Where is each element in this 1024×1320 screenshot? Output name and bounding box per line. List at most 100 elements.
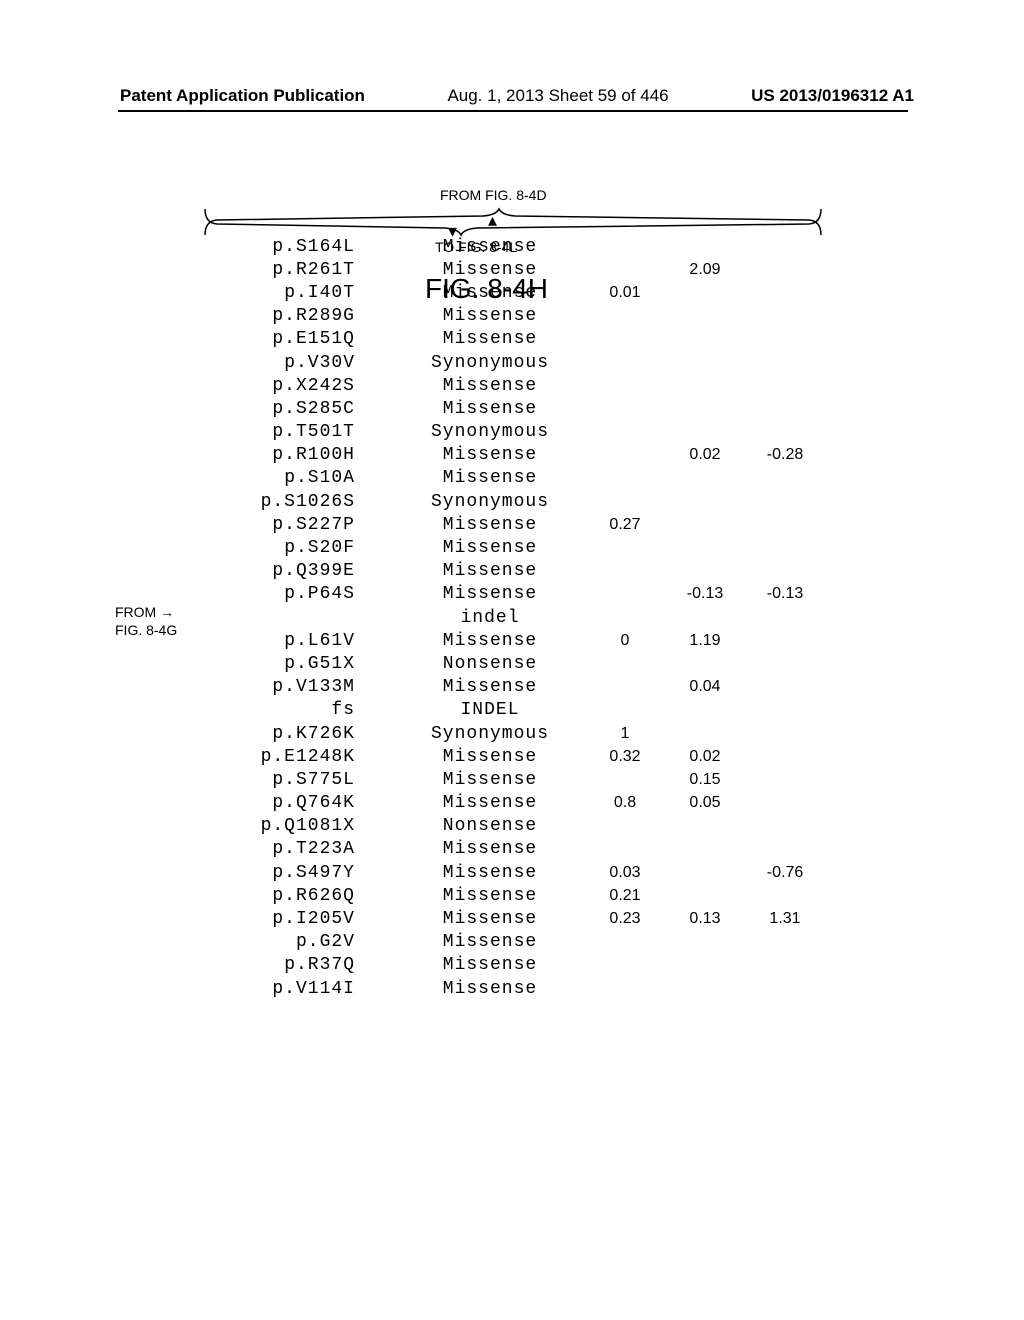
to-bottom-label: TO FIG. 8-4L	[435, 239, 517, 255]
variant-cell: p.R289G	[215, 306, 395, 326]
variant-cell: p.S10A	[215, 468, 395, 488]
table-row: p.I205VMissense0.230.131.31	[215, 907, 825, 930]
table-row: p.R37QMissense	[215, 954, 825, 977]
variant-cell: p.Q399E	[215, 561, 395, 581]
value1-cell: 0.32	[585, 748, 665, 766]
table-row: p.E1248KMissense0.320.02	[215, 745, 825, 768]
value2-cell: 0.13	[665, 910, 745, 928]
variant-cell: p.S164L	[215, 237, 395, 257]
table-row: p.T501TSynonymous	[215, 421, 825, 444]
value3-cell: -0.76	[745, 864, 825, 882]
value1-cell: 0	[585, 632, 665, 650]
type-cell: Missense	[395, 515, 585, 535]
variant-cell: p.Q1081X	[215, 816, 395, 836]
value2-cell: 1.19	[665, 632, 745, 650]
table-row: p.R626QMissense0.21	[215, 884, 825, 907]
curve-bottom	[203, 209, 823, 237]
type-cell: Missense	[395, 886, 585, 906]
from-side-line2: FIG. 8-4G	[115, 622, 177, 638]
table-row: p.X242SMissense	[215, 374, 825, 397]
type-cell: Synonymous	[395, 422, 585, 442]
value1-cell: 0.27	[585, 516, 665, 534]
table-row: p.L61VMissense01.19	[215, 629, 825, 652]
table-row: p.V133MMissense0.04	[215, 676, 825, 699]
table-row: p.G51XNonsense	[215, 652, 825, 675]
variant-cell: p.X242S	[215, 376, 395, 396]
from-top-label: FROM FIG. 8-4D	[440, 187, 547, 203]
value2-cell: 0.04	[665, 678, 745, 696]
header-mid: Aug. 1, 2013 Sheet 59 of 446	[447, 86, 668, 106]
variant-cell: p.T223A	[215, 839, 395, 859]
type-cell: Synonymous	[395, 724, 585, 744]
figure-title: FIG. 8-4H	[425, 273, 548, 305]
table-row: p.S285CMissense	[215, 397, 825, 420]
type-cell: Missense	[395, 329, 585, 349]
variant-cell: p.E151Q	[215, 329, 395, 349]
value3-cell: -0.13	[745, 585, 825, 603]
variant-cell: p.R37Q	[215, 955, 395, 975]
variant-cell: p.R100H	[215, 445, 395, 465]
type-cell: INDEL	[395, 700, 585, 720]
table-row: p.S497YMissense0.03-0.76	[215, 861, 825, 884]
value1-cell: 0.8	[585, 794, 665, 812]
variant-cell: p.I205V	[215, 909, 395, 929]
variant-cell: p.S775L	[215, 770, 395, 790]
value2-cell: 0.15	[665, 771, 745, 789]
arrow-right-icon: →	[160, 603, 174, 621]
table-row: p.R289GMissense	[215, 305, 825, 328]
table-row: p.K726KSynonymous1	[215, 722, 825, 745]
variant-cell: p.S285C	[215, 399, 395, 419]
type-cell: Missense	[395, 631, 585, 651]
type-cell: Missense	[395, 561, 585, 581]
type-cell: Missense	[395, 445, 585, 465]
type-cell: Missense	[395, 306, 585, 326]
variant-cell: p.E1248K	[215, 747, 395, 767]
type-cell: Synonymous	[395, 492, 585, 512]
table-row: p.S20FMissense	[215, 536, 825, 559]
table-row: p.V114IMissense	[215, 977, 825, 1000]
variant-cell: p.K726K	[215, 724, 395, 744]
table-row: p.V30VSynonymous	[215, 351, 825, 374]
variant-cell: p.I40T	[215, 283, 395, 303]
variant-cell: fs	[215, 700, 395, 720]
value1-cell: 1	[585, 725, 665, 743]
header-rule	[118, 110, 908, 112]
table-row: p.S10AMissense	[215, 467, 825, 490]
variant-cell: p.S227P	[215, 515, 395, 535]
arrow-down-icon: ▾	[448, 222, 457, 240]
table-row: p.Q764KMissense0.80.05	[215, 792, 825, 815]
from-side-label: FROM → FIG. 8-4G	[115, 603, 177, 639]
type-cell: Nonsense	[395, 816, 585, 836]
header-left: Patent Application Publication	[120, 86, 365, 106]
value2-cell: 2.09	[665, 261, 745, 279]
type-cell: Missense	[395, 863, 585, 883]
variant-cell: p.L61V	[215, 631, 395, 651]
type-cell: Missense	[395, 677, 585, 697]
type-cell: Missense	[395, 839, 585, 859]
variant-cell: p.S497Y	[215, 863, 395, 883]
value3-cell: -0.28	[745, 446, 825, 464]
table-row: p.Q399EMissense	[215, 560, 825, 583]
type-cell: Missense	[395, 955, 585, 975]
table-row: p.S1026SSynonymous	[215, 490, 825, 513]
value3-cell: 1.31	[745, 910, 825, 928]
from-side-line1: FROM	[115, 604, 156, 620]
type-cell: Missense	[395, 909, 585, 929]
variant-cell: p.V114I	[215, 979, 395, 999]
value2-cell: 0.05	[665, 794, 745, 812]
table-row: p.G2VMissense	[215, 931, 825, 954]
variant-cell: p.R626Q	[215, 886, 395, 906]
variant-cell: p.Q764K	[215, 793, 395, 813]
type-cell: Missense	[395, 793, 585, 813]
type-cell: Missense	[395, 468, 585, 488]
value1-cell: 0.21	[585, 887, 665, 905]
value2-cell: -0.13	[665, 585, 745, 603]
type-cell: Missense	[395, 747, 585, 767]
table-row: p.Q1081XNonsense	[215, 815, 825, 838]
variant-cell: p.T501T	[215, 422, 395, 442]
table-row: p.E151QMissense	[215, 328, 825, 351]
table-row: indel	[215, 606, 825, 629]
table-row: fsINDEL	[215, 699, 825, 722]
variant-cell: p.G2V	[215, 932, 395, 952]
table-row: p.S164LMissense	[215, 235, 825, 258]
